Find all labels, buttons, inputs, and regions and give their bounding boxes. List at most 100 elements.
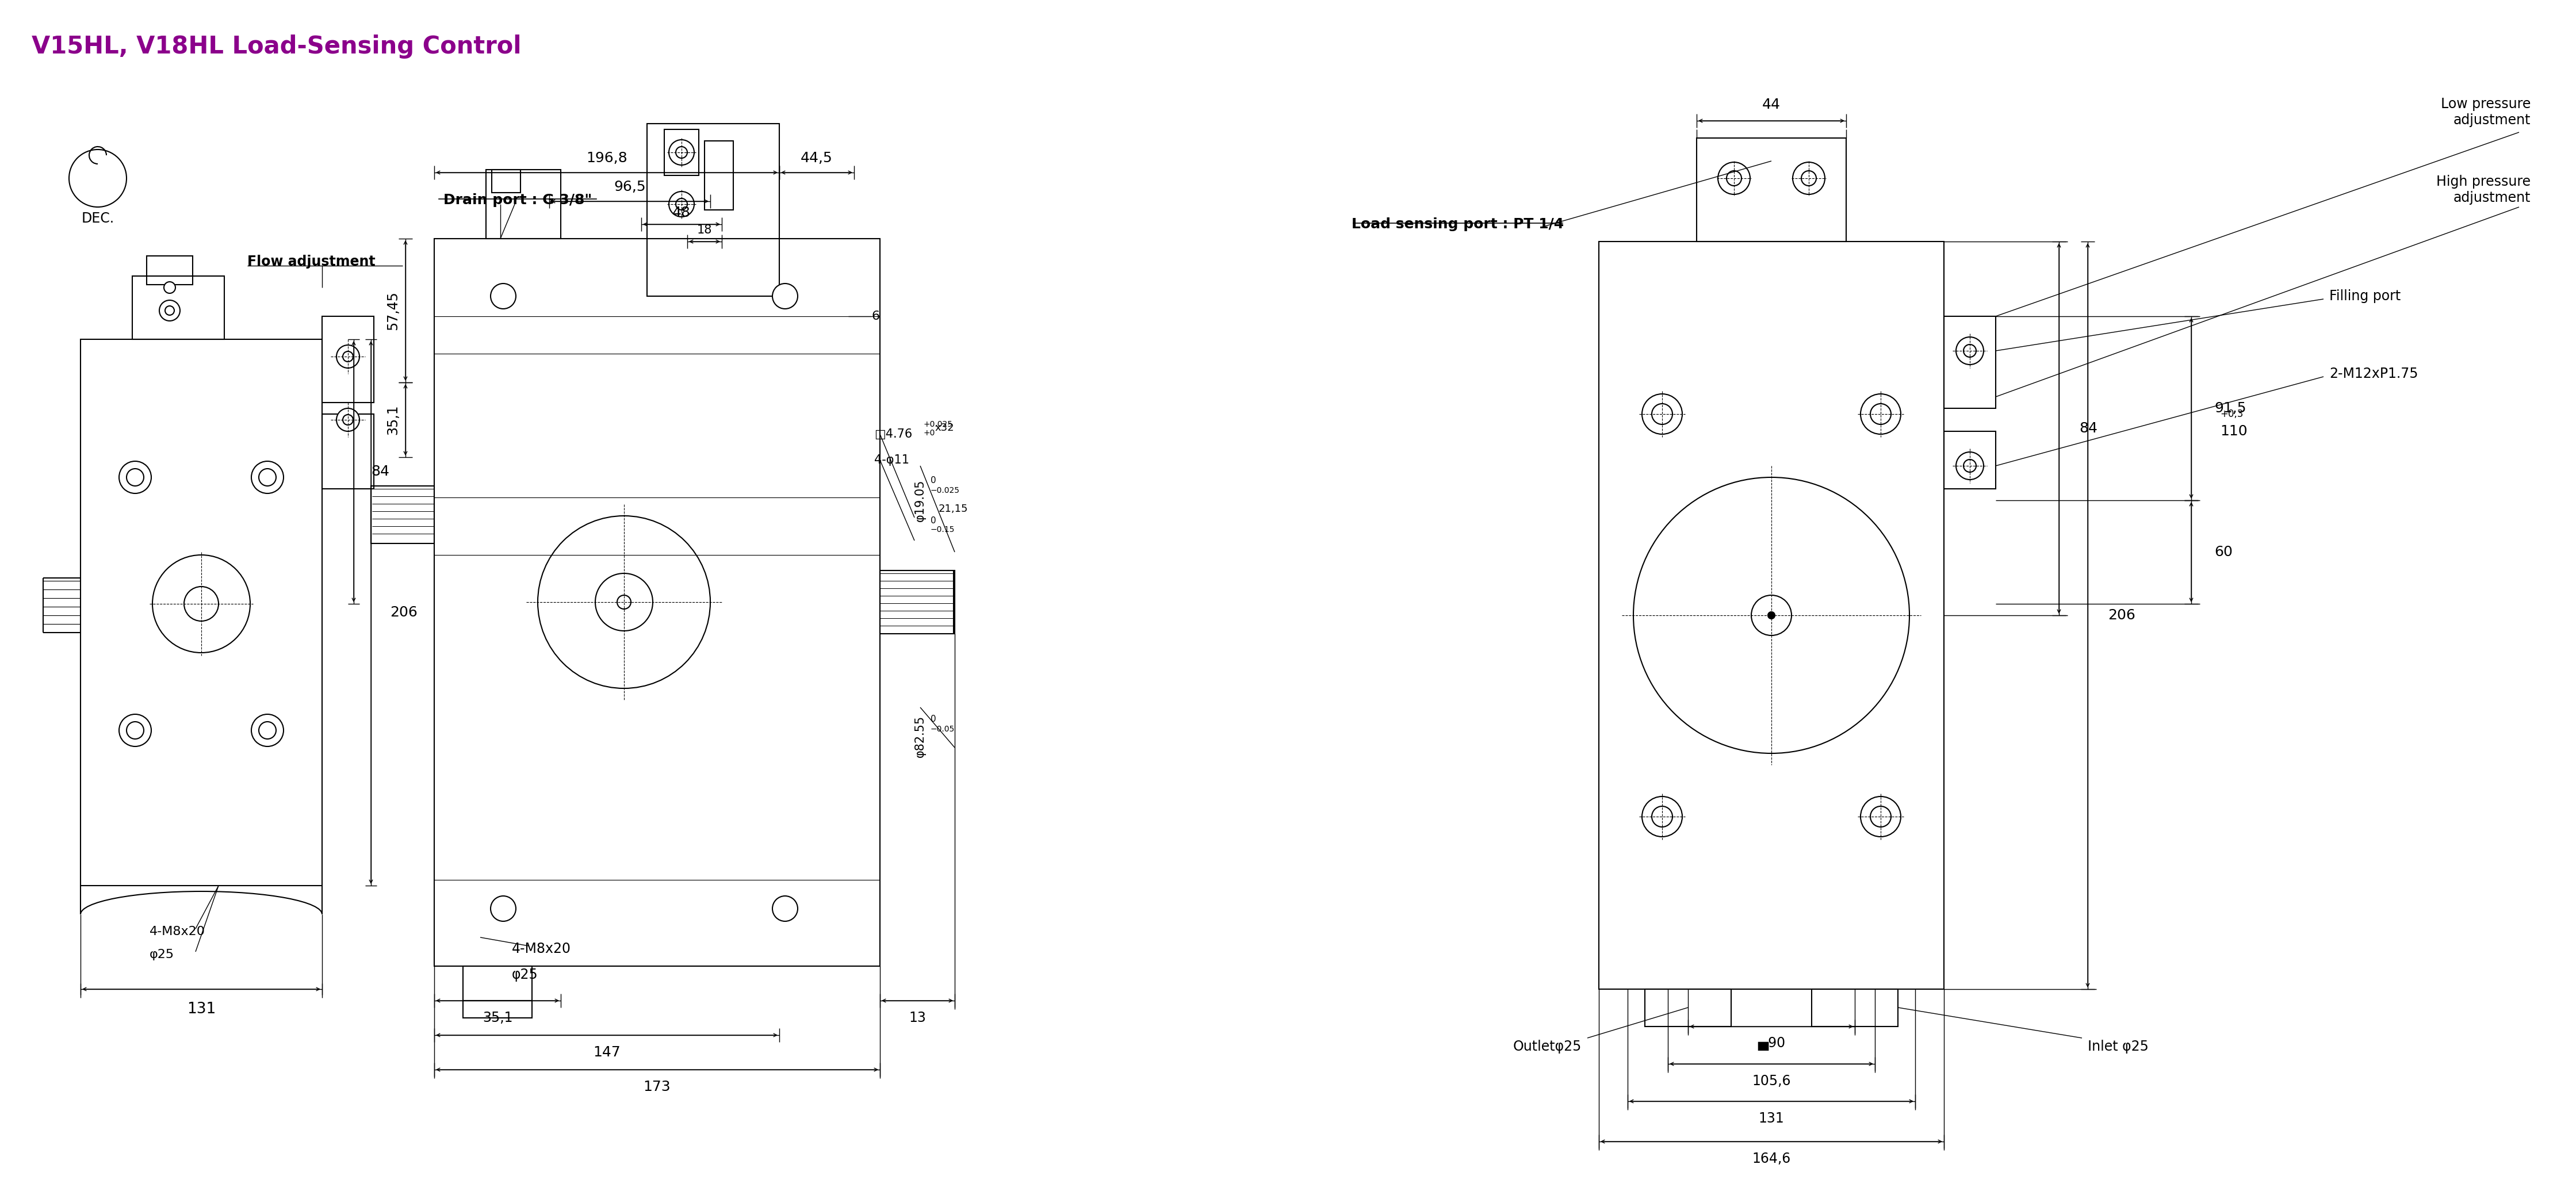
Circle shape bbox=[258, 722, 276, 739]
Circle shape bbox=[773, 283, 799, 308]
Text: 84: 84 bbox=[2079, 422, 2097, 435]
Text: 84: 84 bbox=[371, 465, 389, 478]
Text: 173: 173 bbox=[644, 1080, 670, 1093]
Circle shape bbox=[1870, 404, 1891, 424]
Text: 131: 131 bbox=[188, 1001, 216, 1017]
Text: 4-M8x20: 4-M8x20 bbox=[149, 926, 206, 937]
Circle shape bbox=[595, 574, 652, 631]
Text: DEC.: DEC. bbox=[82, 212, 113, 226]
Text: +0: +0 bbox=[922, 429, 935, 437]
Circle shape bbox=[675, 147, 688, 158]
Bar bbox=[1646, 989, 1731, 1027]
Bar bbox=[464, 1000, 533, 1018]
Circle shape bbox=[1801, 171, 1816, 185]
Text: 35,1: 35,1 bbox=[482, 1011, 513, 1025]
Circle shape bbox=[70, 149, 126, 207]
Text: High pressure
adjustment: High pressure adjustment bbox=[2437, 174, 2530, 204]
Circle shape bbox=[1633, 477, 1909, 753]
Text: 96,5: 96,5 bbox=[613, 180, 647, 194]
Text: 105,6: 105,6 bbox=[1752, 1074, 1790, 1087]
Text: 57,45: 57,45 bbox=[386, 292, 399, 330]
Circle shape bbox=[118, 461, 152, 494]
Text: 0: 0 bbox=[930, 715, 935, 723]
Text: ▅90: ▅90 bbox=[1757, 1037, 1785, 1050]
Circle shape bbox=[1641, 394, 1682, 434]
Text: 147: 147 bbox=[592, 1046, 621, 1059]
Text: 6: 6 bbox=[871, 311, 878, 321]
Text: 4-φ11: 4-φ11 bbox=[873, 454, 909, 466]
Text: x32: x32 bbox=[935, 423, 953, 433]
Bar bbox=[1600, 241, 1945, 989]
Text: Inlet φ25: Inlet φ25 bbox=[2087, 1040, 2148, 1054]
Text: 60: 60 bbox=[2215, 545, 2233, 559]
Text: Drain port : G 3/8": Drain port : G 3/8" bbox=[443, 194, 592, 207]
Text: −0.025: −0.025 bbox=[930, 486, 961, 495]
Circle shape bbox=[1870, 807, 1891, 827]
Bar bbox=[435, 239, 881, 966]
Bar bbox=[647, 123, 781, 296]
Text: 44: 44 bbox=[1762, 98, 1780, 111]
Text: 0: 0 bbox=[930, 476, 935, 485]
Circle shape bbox=[675, 198, 688, 210]
Text: φ25: φ25 bbox=[149, 949, 175, 961]
Circle shape bbox=[1793, 163, 1824, 195]
Text: Load sensing port : PT 1/4: Load sensing port : PT 1/4 bbox=[1352, 217, 1564, 231]
Circle shape bbox=[489, 283, 515, 308]
Circle shape bbox=[343, 415, 353, 425]
Text: 2-M12xP1.75: 2-M12xP1.75 bbox=[2329, 367, 2419, 381]
Text: 196,8: 196,8 bbox=[587, 152, 629, 165]
Circle shape bbox=[670, 191, 693, 216]
Circle shape bbox=[773, 896, 799, 921]
Bar bbox=[1945, 431, 1996, 489]
Circle shape bbox=[252, 461, 283, 494]
Text: V15HL, V18HL Load-Sensing Control: V15HL, V18HL Load-Sensing Control bbox=[31, 35, 520, 59]
Text: 91,5: 91,5 bbox=[2215, 402, 2246, 415]
Bar bbox=[1698, 137, 1847, 241]
Circle shape bbox=[343, 351, 353, 362]
Circle shape bbox=[1726, 171, 1741, 185]
Text: Filling port: Filling port bbox=[2329, 289, 2401, 304]
Circle shape bbox=[165, 306, 175, 315]
Text: 131: 131 bbox=[1759, 1111, 1785, 1126]
Bar bbox=[1811, 989, 1899, 1027]
Circle shape bbox=[152, 554, 250, 652]
Text: 164,6: 164,6 bbox=[1752, 1152, 1790, 1165]
Circle shape bbox=[1955, 337, 1984, 364]
Bar bbox=[464, 966, 533, 1000]
Text: 48: 48 bbox=[672, 206, 690, 220]
Bar bbox=[322, 413, 374, 489]
Circle shape bbox=[337, 345, 361, 368]
Text: +0,3: +0,3 bbox=[2221, 409, 2244, 419]
Circle shape bbox=[252, 715, 283, 747]
Bar bbox=[80, 339, 322, 885]
Text: 110: 110 bbox=[2221, 424, 2246, 439]
Circle shape bbox=[1651, 404, 1672, 424]
Circle shape bbox=[1955, 452, 1984, 479]
Bar bbox=[703, 141, 734, 210]
Circle shape bbox=[1963, 460, 1976, 472]
Circle shape bbox=[183, 587, 219, 621]
Circle shape bbox=[1651, 807, 1672, 827]
Circle shape bbox=[165, 282, 175, 293]
Circle shape bbox=[126, 468, 144, 486]
Text: φ25: φ25 bbox=[513, 968, 538, 981]
Circle shape bbox=[489, 896, 515, 921]
Bar bbox=[371, 486, 435, 544]
Circle shape bbox=[538, 516, 711, 688]
Text: 21,15: 21,15 bbox=[938, 504, 969, 514]
Circle shape bbox=[337, 409, 361, 431]
Bar bbox=[487, 170, 562, 239]
Text: −0.15: −0.15 bbox=[930, 526, 956, 534]
Text: 206: 206 bbox=[2107, 608, 2136, 623]
Text: 206: 206 bbox=[389, 606, 417, 619]
Bar bbox=[147, 256, 193, 284]
Bar bbox=[322, 317, 374, 403]
Text: +0.025: +0.025 bbox=[922, 421, 953, 429]
Circle shape bbox=[618, 595, 631, 609]
Bar bbox=[1945, 317, 1996, 409]
Bar bbox=[131, 276, 224, 339]
Circle shape bbox=[258, 468, 276, 486]
Text: 0: 0 bbox=[930, 516, 935, 525]
Text: φ82.55: φ82.55 bbox=[914, 715, 925, 758]
Circle shape bbox=[1963, 344, 1976, 357]
